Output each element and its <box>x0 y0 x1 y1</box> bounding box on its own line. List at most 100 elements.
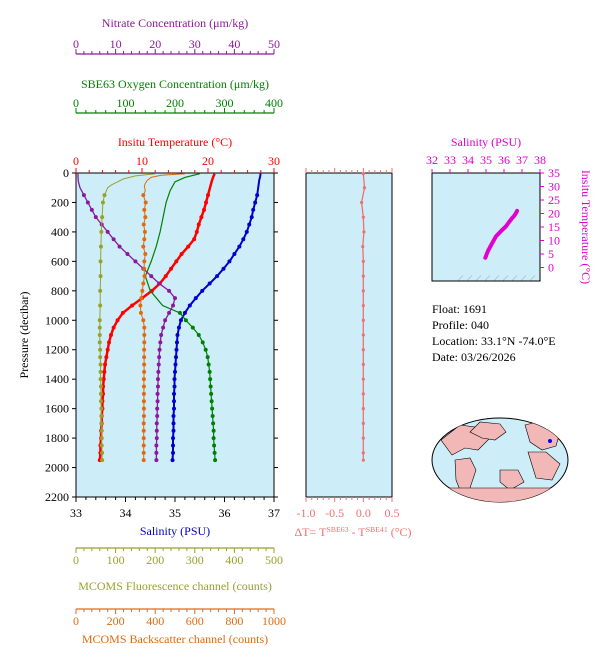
nitrate-point <box>154 458 159 463</box>
salinity-point <box>207 281 212 286</box>
temperature-point <box>163 274 168 279</box>
salinity-point <box>174 340 179 345</box>
delta-t-point <box>362 230 366 234</box>
salinity-point <box>171 414 176 418</box>
ts-x-tick-label: 38 <box>534 153 546 167</box>
temperature-point <box>202 207 207 212</box>
salinity-point <box>200 288 205 293</box>
fluorescence-tick-label: 0 <box>73 553 79 567</box>
delta-t-tick-label: -1.0 <box>297 506 316 520</box>
ts-panel-bg <box>431 172 541 282</box>
ts-x-tick-label: 32 <box>426 153 438 167</box>
backscatter-point <box>139 296 144 301</box>
fluorescence-point <box>98 399 103 404</box>
fluorescence-point <box>98 355 103 360</box>
fluorescence-point <box>98 244 103 249</box>
oxygen-point <box>212 443 217 448</box>
delta-t-point <box>361 259 365 263</box>
salinity-point <box>175 333 180 337</box>
delta-t-point <box>360 200 364 205</box>
fluorescence-point <box>98 391 103 396</box>
nitrate-point <box>155 391 160 396</box>
oxygen-point <box>208 377 213 382</box>
backscatter-point <box>141 421 146 426</box>
fluorescence-axis-label: MCOMS Fluorescence channel (counts) <box>78 579 272 593</box>
temperature-tick-label: 20 <box>202 154 214 168</box>
pressure-tick-label: 0 <box>63 166 69 180</box>
fluorescence-tick-label: 100 <box>107 553 125 567</box>
nitrate-point <box>154 428 159 433</box>
temperature-point <box>103 362 108 367</box>
fluorescence-point <box>100 215 105 220</box>
delta-t-point <box>361 274 365 278</box>
pressure-tick-label: 2000 <box>45 461 69 475</box>
backscatter-point <box>142 229 147 234</box>
oxygen-point <box>212 450 217 455</box>
nitrate-axis-label: Nitrate Concentration (μm/kg) <box>102 16 248 30</box>
delta-t-point <box>361 289 365 293</box>
backscatter-tick-label: 600 <box>186 614 204 628</box>
salinity-point <box>173 369 177 374</box>
backscatter-point <box>141 414 146 418</box>
backscatter-point <box>141 193 146 198</box>
ts-x-tick-label: 33 <box>444 153 456 167</box>
profile-number: Profile: 040 <box>432 318 489 332</box>
nitrate-point <box>154 421 159 426</box>
salinity-point <box>247 222 252 227</box>
fluorescence-point <box>98 384 103 389</box>
nitrate-tick-label: 30 <box>189 37 201 51</box>
oxygen-point <box>208 384 213 389</box>
oxygen-tick-label: 100 <box>117 96 135 110</box>
salinity-point <box>172 377 177 382</box>
backscatter-point <box>141 384 146 389</box>
oxygen-tick-label: 300 <box>216 96 234 110</box>
delta-t-axis-label: ΔT= TSBE63 - TSBE41 (°C) <box>294 525 411 540</box>
ts-x-axis-label: Salinity (PSU) <box>451 135 521 149</box>
backscatter-point <box>138 310 143 315</box>
ts-y-tick-label: 5 <box>548 247 554 261</box>
salinity-point <box>221 266 226 271</box>
nitrate-point <box>125 252 130 256</box>
salinity-point <box>173 355 178 360</box>
fluorescence-point <box>99 406 104 411</box>
delta-t-point <box>361 458 365 462</box>
oxygen-point <box>190 325 195 330</box>
nitrate-point <box>156 369 161 374</box>
float-location-marker <box>548 439 552 443</box>
backscatter-point <box>142 362 147 367</box>
nitrate-point <box>154 436 159 441</box>
ts-x-tick-label: 35 <box>480 153 492 167</box>
date: Date: 03/26/2026 <box>432 350 516 364</box>
ts-x-tick-label: 34 <box>462 153 474 167</box>
backscatter-point <box>141 222 146 227</box>
fluorescence-point <box>98 303 103 308</box>
fluorescence-tick-label: 300 <box>186 553 204 567</box>
fluorescence-point <box>99 421 104 426</box>
nitrate-point <box>85 200 90 205</box>
delta-t-point <box>361 436 365 440</box>
salinity-point <box>182 310 187 315</box>
nitrate-point <box>157 355 162 360</box>
backscatter-tick-label: 800 <box>225 614 243 628</box>
nitrate-point <box>155 377 160 382</box>
fluorescence-point <box>102 193 107 198</box>
salinity-point <box>171 443 176 448</box>
delta-t-point <box>361 451 365 455</box>
fluorescence-point <box>98 347 103 352</box>
map-landmass <box>527 451 561 481</box>
pressure-tick-label: 800 <box>51 284 69 298</box>
backscatter-point <box>141 399 146 404</box>
nitrate-tick-label: 50 <box>268 37 280 51</box>
fluorescence-point <box>99 428 104 433</box>
delta-t-point <box>361 245 365 249</box>
temperature-point <box>196 222 201 227</box>
temperature-point <box>108 333 113 337</box>
nitrate-point <box>173 296 177 301</box>
salinity-point <box>174 347 179 352</box>
fluorescence-point <box>100 450 105 455</box>
backscatter-tick-label: 0 <box>73 614 79 628</box>
nitrate-point <box>155 399 160 404</box>
backscatter-axis-label: MCOMS Backscatter channel (counts) <box>82 632 268 646</box>
oxygen-point <box>210 406 215 411</box>
